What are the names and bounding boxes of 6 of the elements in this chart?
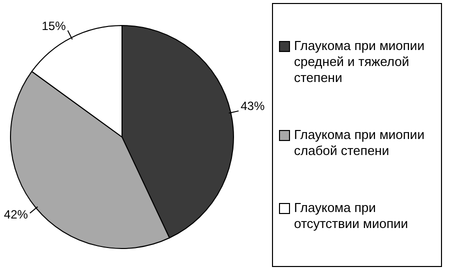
data-label: 15% bbox=[42, 18, 66, 33]
data-label: 42% bbox=[4, 207, 28, 222]
legend-label: Глаукома при отсутствии миопии bbox=[294, 200, 410, 232]
legend-label: Глаукома при миопии слабой степени bbox=[294, 126, 426, 159]
data-label: 43% bbox=[240, 99, 265, 114]
legend-label: Глаукома при миопии средней и тяжелой степени bbox=[294, 38, 426, 86]
